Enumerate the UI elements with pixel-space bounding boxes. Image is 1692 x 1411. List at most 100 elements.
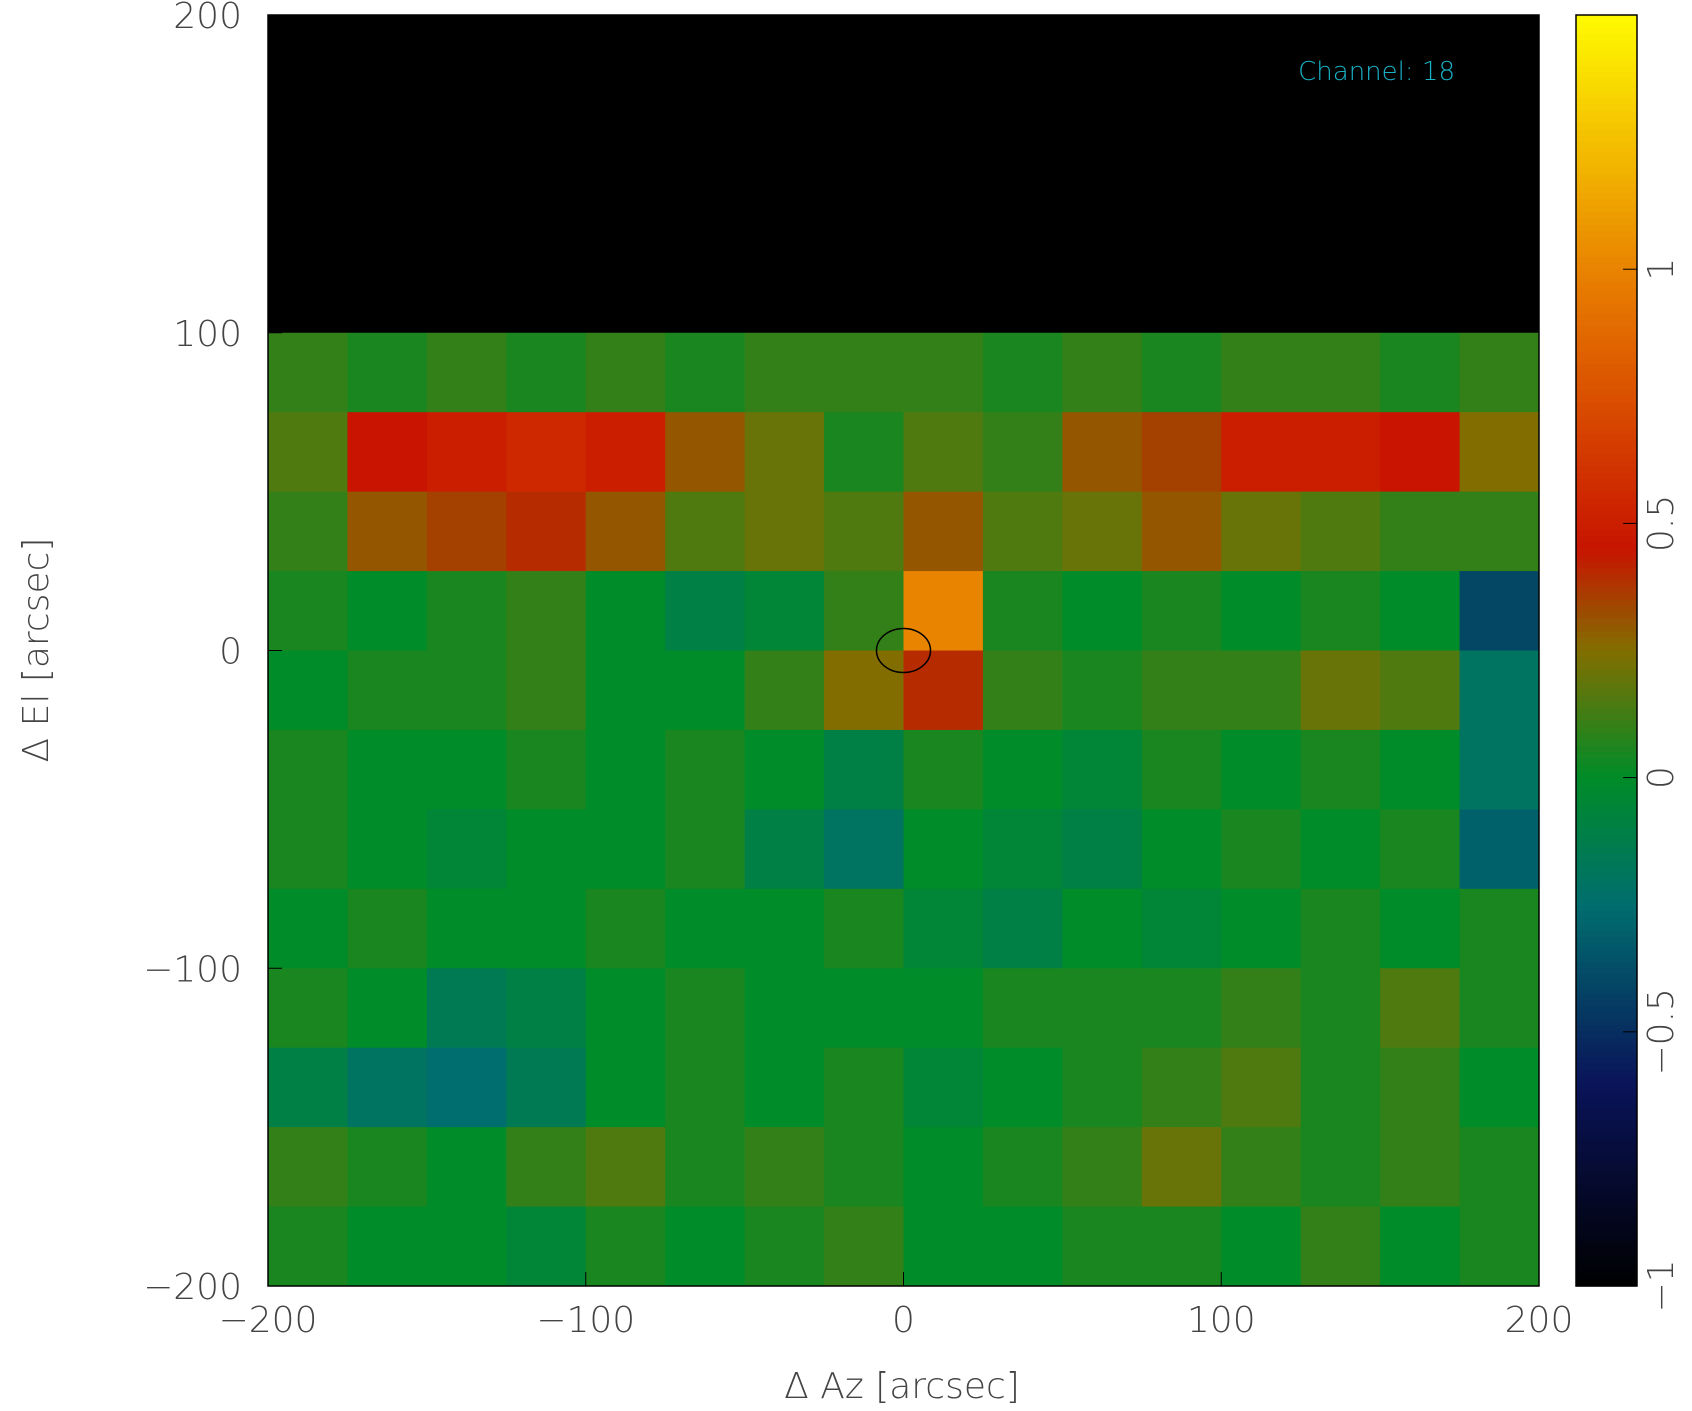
colorbar-segment bbox=[1576, 91, 1637, 99]
annotation: Channel: 18 bbox=[1298, 57, 1455, 87]
colorbar-segment bbox=[1576, 1031, 1637, 1039]
colorbar-segment bbox=[1576, 974, 1637, 982]
cell bbox=[903, 491, 984, 572]
cell bbox=[268, 1206, 348, 1287]
colorbar-segment bbox=[1576, 383, 1637, 391]
colorbar-segment bbox=[1576, 110, 1637, 118]
cell bbox=[426, 1206, 507, 1287]
colorbar-segment bbox=[1576, 1222, 1637, 1230]
colorbar-segment bbox=[1576, 1082, 1637, 1090]
cell bbox=[426, 412, 507, 493]
colorbar-segment bbox=[1576, 1241, 1637, 1249]
colorbar-segment bbox=[1576, 116, 1637, 124]
cell bbox=[744, 1206, 825, 1287]
colorbar-segment bbox=[1576, 1184, 1637, 1192]
colorbar-segment bbox=[1576, 186, 1637, 194]
cell bbox=[665, 888, 746, 969]
cell bbox=[585, 888, 666, 969]
colorbar-segment bbox=[1576, 904, 1637, 912]
cell bbox=[665, 809, 746, 890]
colorbar-segment bbox=[1576, 453, 1637, 461]
colorbar-segment bbox=[1576, 872, 1637, 880]
colorbar-segment bbox=[1576, 1127, 1637, 1135]
colorbar-segment bbox=[1576, 707, 1637, 715]
cell bbox=[268, 650, 348, 731]
cell bbox=[744, 1047, 825, 1128]
colorbar-segment bbox=[1576, 656, 1637, 664]
colorbar-segment bbox=[1576, 593, 1637, 601]
cell bbox=[1062, 412, 1143, 493]
cell bbox=[1300, 650, 1381, 731]
colorbar-segment bbox=[1576, 364, 1637, 372]
colorbar-segment bbox=[1576, 472, 1637, 480]
cell bbox=[347, 491, 428, 572]
colorbar-segment bbox=[1576, 1088, 1637, 1096]
cell bbox=[665, 412, 746, 493]
cell bbox=[744, 650, 825, 731]
colorbar-segment bbox=[1576, 758, 1637, 766]
colorbar-segment bbox=[1576, 955, 1637, 963]
colorbar-segment bbox=[1576, 262, 1637, 270]
colorbar-segment bbox=[1576, 1025, 1637, 1033]
cell bbox=[585, 809, 666, 890]
colorbar-frame bbox=[1575, 14, 1638, 1287]
cell bbox=[1221, 1206, 1302, 1287]
colorbar-segment bbox=[1576, 351, 1637, 359]
colorbar-segment bbox=[1576, 625, 1637, 633]
colorbar-segment bbox=[1576, 879, 1637, 887]
colorbar-segment bbox=[1576, 606, 1637, 613]
cell bbox=[1141, 412, 1222, 493]
colorbar-segment bbox=[1576, 517, 1637, 524]
y-axis-label: Δ El [arcsec] bbox=[16, 538, 57, 763]
cell bbox=[665, 729, 746, 810]
colorbar-segment bbox=[1576, 377, 1637, 385]
cell bbox=[982, 968, 1063, 1049]
colorbar-segment bbox=[1576, 409, 1637, 416]
cell bbox=[665, 968, 746, 1049]
colorbar-segment bbox=[1576, 1050, 1637, 1058]
cell bbox=[1300, 1127, 1381, 1208]
colorbar-segment bbox=[1576, 1095, 1637, 1103]
colorbar-segment bbox=[1576, 148, 1637, 156]
x-tick-label: −100 bbox=[536, 1300, 635, 1341]
cell bbox=[1141, 968, 1222, 1049]
cell bbox=[1380, 571, 1461, 651]
cell bbox=[506, 968, 587, 1049]
cell bbox=[585, 412, 666, 493]
cell bbox=[1300, 571, 1381, 651]
colorbar-segment bbox=[1576, 650, 1637, 658]
cell bbox=[506, 332, 587, 413]
cell bbox=[824, 1127, 904, 1208]
cell bbox=[1459, 412, 1540, 493]
colorbar-segment bbox=[1576, 65, 1637, 73]
colorbar-segment bbox=[1576, 1158, 1637, 1166]
cell bbox=[268, 571, 348, 651]
colorbar-segment bbox=[1576, 1012, 1637, 1020]
cell bbox=[744, 888, 825, 969]
colorbar-segment bbox=[1576, 567, 1637, 575]
cell bbox=[1062, 809, 1143, 890]
colorbar-segment bbox=[1576, 631, 1637, 639]
colorbar-segment bbox=[1576, 504, 1637, 512]
colorbar-segment bbox=[1576, 993, 1637, 1001]
colorbar-segment bbox=[1576, 1203, 1637, 1211]
colorbar-segment bbox=[1576, 129, 1637, 137]
cell bbox=[1300, 729, 1381, 810]
cell bbox=[268, 809, 348, 890]
colorbar-segment bbox=[1576, 968, 1637, 976]
colorbar-segment bbox=[1576, 440, 1637, 448]
cell bbox=[824, 729, 904, 810]
colorbar-segment bbox=[1576, 898, 1637, 906]
cell bbox=[982, 491, 1063, 572]
cell bbox=[585, 968, 666, 1049]
cell bbox=[1300, 968, 1381, 1049]
colorbar-segment bbox=[1576, 529, 1637, 537]
cell bbox=[506, 491, 587, 572]
colorbar-segment bbox=[1576, 40, 1637, 48]
cell bbox=[982, 332, 1063, 413]
cell bbox=[824, 1047, 904, 1128]
cell bbox=[903, 1047, 984, 1128]
colorbar-segment bbox=[1576, 1165, 1637, 1173]
y-tick-label: 200 bbox=[173, 0, 242, 37]
